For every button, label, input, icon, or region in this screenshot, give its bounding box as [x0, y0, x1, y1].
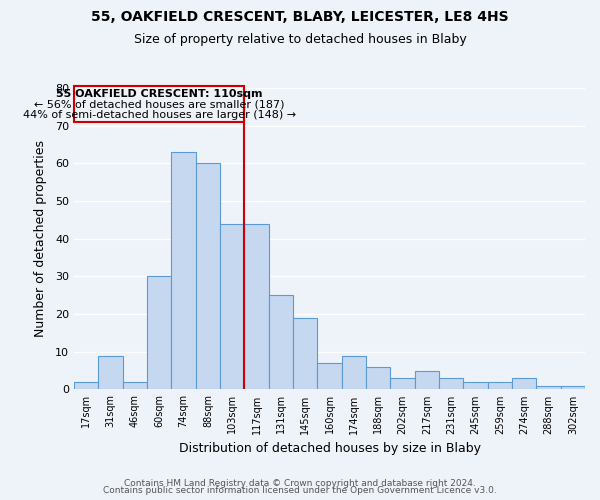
Bar: [74, 382, 98, 390]
Bar: [317, 363, 341, 390]
Text: 44% of semi-detached houses are larger (148) →: 44% of semi-detached houses are larger (…: [23, 110, 296, 120]
Bar: [512, 378, 536, 390]
Bar: [293, 318, 317, 390]
Bar: [463, 382, 488, 390]
X-axis label: Distribution of detached houses by size in Blaby: Distribution of detached houses by size …: [179, 442, 481, 455]
Text: Size of property relative to detached houses in Blaby: Size of property relative to detached ho…: [134, 32, 466, 46]
Bar: [269, 295, 293, 390]
Y-axis label: Number of detached properties: Number of detached properties: [34, 140, 47, 337]
Bar: [98, 356, 123, 390]
Bar: [439, 378, 463, 390]
Bar: [123, 382, 147, 390]
Bar: [172, 152, 196, 390]
Bar: [391, 378, 415, 390]
Bar: [196, 164, 220, 390]
Bar: [415, 370, 439, 390]
Bar: [147, 276, 172, 390]
Bar: [366, 367, 391, 390]
Text: Contains HM Land Registry data © Crown copyright and database right 2024.: Contains HM Land Registry data © Crown c…: [124, 478, 476, 488]
Bar: [220, 224, 244, 390]
Bar: [341, 356, 366, 390]
Text: Contains public sector information licensed under the Open Government Licence v3: Contains public sector information licen…: [103, 486, 497, 495]
Text: ← 56% of detached houses are smaller (187): ← 56% of detached houses are smaller (18…: [34, 99, 284, 109]
Text: 55, OAKFIELD CRESCENT, BLABY, LEICESTER, LE8 4HS: 55, OAKFIELD CRESCENT, BLABY, LEICESTER,…: [91, 10, 509, 24]
Bar: [536, 386, 560, 390]
Bar: [244, 224, 269, 390]
Text: 55 OAKFIELD CRESCENT: 110sqm: 55 OAKFIELD CRESCENT: 110sqm: [56, 89, 262, 99]
Bar: [488, 382, 512, 390]
Bar: [560, 386, 585, 390]
